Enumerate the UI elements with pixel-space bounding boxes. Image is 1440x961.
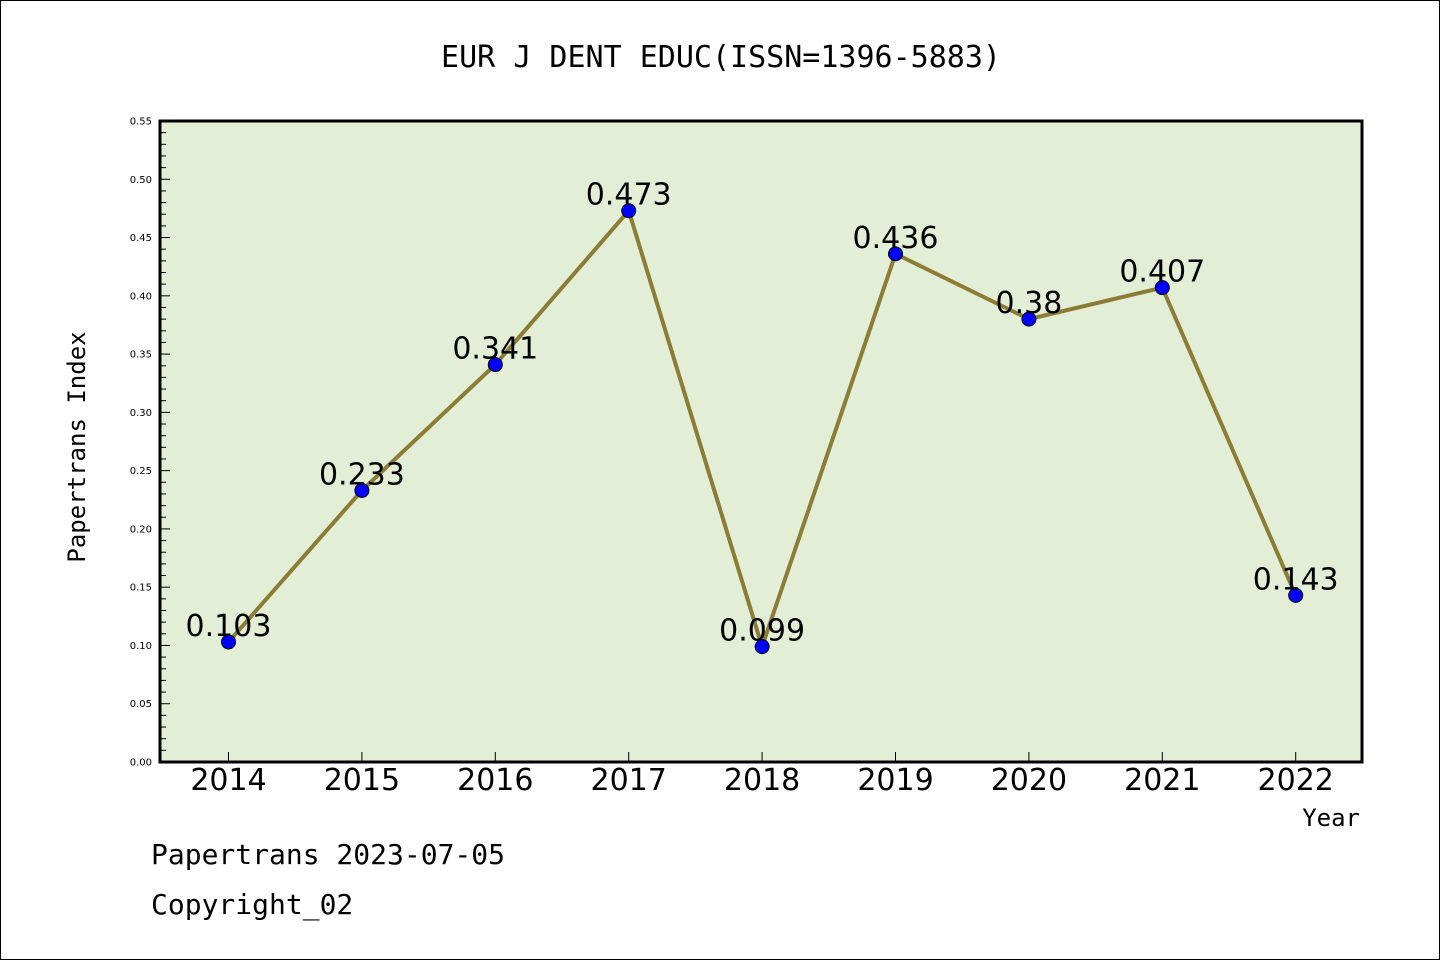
y-tick-label: 0.30 (130, 408, 152, 419)
data-point (888, 246, 903, 262)
y-tick-label: 0.00 (130, 758, 152, 769)
y-tick-label: 0.25 (130, 466, 152, 477)
y-tick-label: 0.35 (130, 350, 152, 361)
y-tick-label: 0.10 (130, 641, 152, 652)
data-point (754, 639, 770, 655)
y-axis-label: Papertrans Index (63, 331, 91, 562)
data-label: 0.38 (996, 286, 1063, 321)
x-tick-label: 2016 (457, 763, 533, 798)
data-point (621, 203, 637, 219)
x-tick-label: 2020 (991, 763, 1067, 798)
x-tick-label: 2015 (324, 763, 400, 798)
y-tick-label: 0.45 (130, 233, 152, 244)
data-label: 0.473 (586, 178, 672, 213)
data-label: 0.436 (853, 221, 939, 256)
data-label: 0.233 (319, 457, 405, 492)
x-tick-label: 2021 (1124, 763, 1200, 798)
footer-date: Papertrans 2023-07-05 (151, 838, 505, 871)
axis-ticks: 0.00 0.05 0.10 0.15 0.20 0.25 0.30 0.35 0.40 0.45… (130, 117, 1334, 799)
chart-title: EUR J DENT EDUC(ISSN=1396-5883) (441, 40, 1001, 75)
data-point (487, 357, 503, 373)
x-axis-label: Year (1302, 804, 1360, 832)
plot-border (158, 119, 1364, 764)
data-label: 0.143 (1253, 562, 1339, 597)
plot-area (160, 121, 1362, 762)
data-point (1154, 280, 1170, 296)
data-point (354, 482, 370, 498)
data-label: 0.407 (1119, 255, 1205, 290)
x-tick-label: 2022 (1258, 763, 1334, 798)
x-tick-label: 2018 (724, 763, 800, 798)
y-tick-label: 0.05 (130, 699, 152, 710)
y-tick-label: 0.50 (130, 175, 152, 186)
y-tick-label: 0.20 (130, 524, 152, 535)
y-tick-label: 0.55 (130, 117, 152, 128)
x-tick-label: 2014 (190, 763, 266, 798)
data-label: 0.103 (186, 609, 272, 644)
x-tick-label: 2019 (857, 763, 933, 798)
footer-copyright: Copyright_02 (151, 888, 353, 922)
data-point (1288, 587, 1304, 603)
data-point (1021, 311, 1037, 327)
y-tick-label: 0.15 (130, 583, 152, 594)
data-labels: 0.103 0.233 0.341 0.473 0.099 0.436 0.38 0.407 0… (186, 178, 1339, 649)
data-label: 0.099 (719, 614, 805, 649)
data-series (221, 203, 1304, 655)
data-label: 0.341 (452, 332, 538, 367)
y-tick-label: 0.40 (130, 291, 152, 302)
data-point (221, 634, 236, 650)
x-tick-label: 2017 (591, 763, 667, 798)
